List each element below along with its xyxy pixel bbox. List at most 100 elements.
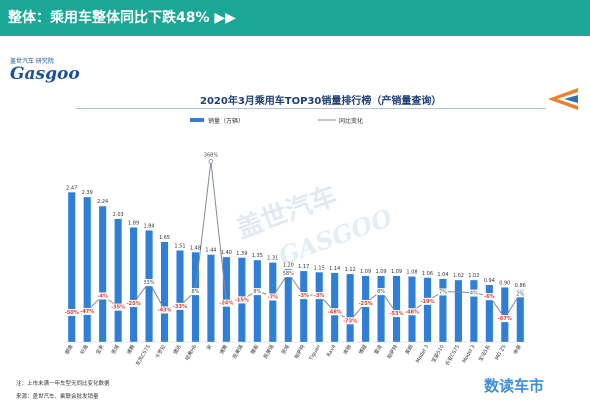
line-value-label: -43% [158, 307, 172, 313]
data-labels: 2.47 2.39 2.24 2.03 1.89 1.84 1.65 1.51 1.48 1.44… [63, 151, 526, 325]
line-value-label: 7% [439, 289, 447, 295]
line-value-label: -33% [173, 304, 187, 310]
bar-value-label: 2.24 [97, 199, 108, 205]
bar [160, 242, 169, 342]
line-label-bg [79, 307, 96, 315]
bar-value-label: 1.84 [143, 223, 154, 229]
bar [423, 277, 432, 342]
line-value-label: 8% [377, 289, 385, 295]
line-label-bg [96, 292, 110, 300]
bar-value-label: 1.02 [468, 273, 479, 279]
line-label-bg [297, 292, 311, 300]
line-value-label: -35% [111, 305, 125, 311]
category-label: 卡罗拉 [154, 344, 168, 361]
chart-legend: 销量（万辆） 同比变化 [190, 117, 363, 125]
legend-bar-swatch [190, 118, 204, 122]
category-label: 帝豪 [512, 344, 523, 356]
bar [176, 250, 184, 342]
brand-logo: 数读车市 [484, 377, 545, 395]
bar-value-label: 1.20 [283, 262, 294, 268]
bar-value-label: 0.90 [499, 280, 510, 286]
line-label-bg [357, 300, 374, 307]
category-label: 速腾 [125, 344, 136, 356]
line-label-bg [125, 300, 142, 307]
bar-value-label: 1.15 [314, 265, 325, 271]
bar-value-label: 2.03 [113, 212, 124, 218]
bar [300, 271, 308, 342]
category-label: Tiguan [308, 344, 322, 362]
gasgoo-logo: 盖世汽车 研究院 Gasgoo [6, 56, 80, 102]
bar-value-label: 1.51 [174, 243, 185, 249]
bar [253, 260, 261, 342]
line-label-bg [266, 293, 280, 301]
bar-value-label: 1.08 [406, 270, 417, 276]
line-value-label: -48% [328, 309, 342, 315]
category-label: 雷凌 [373, 344, 384, 356]
bar-value-label: 2.47 [66, 185, 77, 191]
line-label-bg [190, 288, 201, 296]
line-value-label: 368% [204, 153, 219, 159]
line-value-label: -7% [268, 295, 279, 301]
bar [501, 287, 509, 342]
header-bar: 整体：乘用车整体同比下跌48% ▶▶ [0, 0, 590, 36]
line-value-label: -48% [405, 309, 419, 315]
category-label: 奔驰 [342, 344, 353, 356]
bar-value-label: 1.44 [205, 248, 216, 254]
category-label: 轩逸 [79, 344, 90, 356]
line-label-bg [218, 299, 235, 307]
category-label: 捷达 [172, 344, 183, 356]
category-label: 凯美瑞 [231, 344, 245, 361]
category-label: 思域 [110, 344, 121, 356]
line-label-bg [388, 310, 405, 318]
bar [207, 254, 215, 342]
bar [114, 218, 122, 342]
line-value-label: 58% [283, 271, 294, 277]
line-value-label: -25% [127, 301, 141, 307]
category-label: 帕萨特 [386, 344, 400, 361]
bar-value-label: 1.09 [391, 269, 402, 275]
category-label: 博越 [357, 344, 368, 356]
line-label-bg [376, 288, 386, 296]
category-label: 哈弗H6 [184, 344, 199, 362]
line-label-bg [312, 292, 326, 300]
line-label-bg [156, 306, 173, 314]
logo-main-text: Gasgoo [10, 64, 80, 84]
category-label: Rav4 [326, 344, 337, 358]
bar-value-label: 1.02 [453, 273, 464, 279]
line-series [69, 159, 523, 323]
category-label: 雅阁 [249, 344, 260, 356]
category-label: 凯美瑞 [262, 344, 276, 361]
bar-value-label: 1.65 [159, 235, 170, 241]
bar-value-label: 1.14 [329, 266, 340, 272]
bar-value-label: 1.48 [190, 245, 201, 251]
category-label: Model 3 [462, 344, 477, 364]
bar [377, 275, 385, 342]
bar [485, 285, 493, 342]
bar-value-label: 2.39 [82, 190, 93, 196]
line-label-bg [202, 151, 220, 159]
line-value-label: -3% [298, 293, 309, 299]
category-label: 宝骏510 [430, 344, 446, 364]
category-label: MG ZS [494, 344, 507, 361]
line-label-bg [496, 315, 513, 323]
line-label-bg [171, 302, 189, 310]
bar [99, 206, 107, 342]
bar [454, 280, 462, 342]
bar-value-label: 1.04 [437, 272, 448, 278]
line-value-label: -4% [97, 293, 108, 299]
title-divider [76, 108, 546, 109]
line-value-label: -73% [343, 318, 357, 324]
line-value-label: -6% [484, 294, 495, 300]
category-label: 思域 [280, 344, 291, 356]
line-label-bg [63, 309, 80, 316]
bar-value-label: 0.86 [515, 283, 526, 289]
line-value-label: -53% [390, 311, 404, 317]
line-label-bg [342, 317, 359, 325]
line-value-label: 8% [191, 289, 199, 295]
line-label-bg [326, 308, 343, 316]
legend-bar-label: 销量（万辆） [208, 117, 244, 125]
bar-value-label: 1.09 [360, 269, 371, 275]
line-label-bg [281, 270, 295, 278]
footnote-note: 注：上市未满一年车型无同比变化数据 [16, 381, 110, 387]
header-title: 整体：乘用车整体同比下跌48% ▶▶ [8, 10, 236, 26]
